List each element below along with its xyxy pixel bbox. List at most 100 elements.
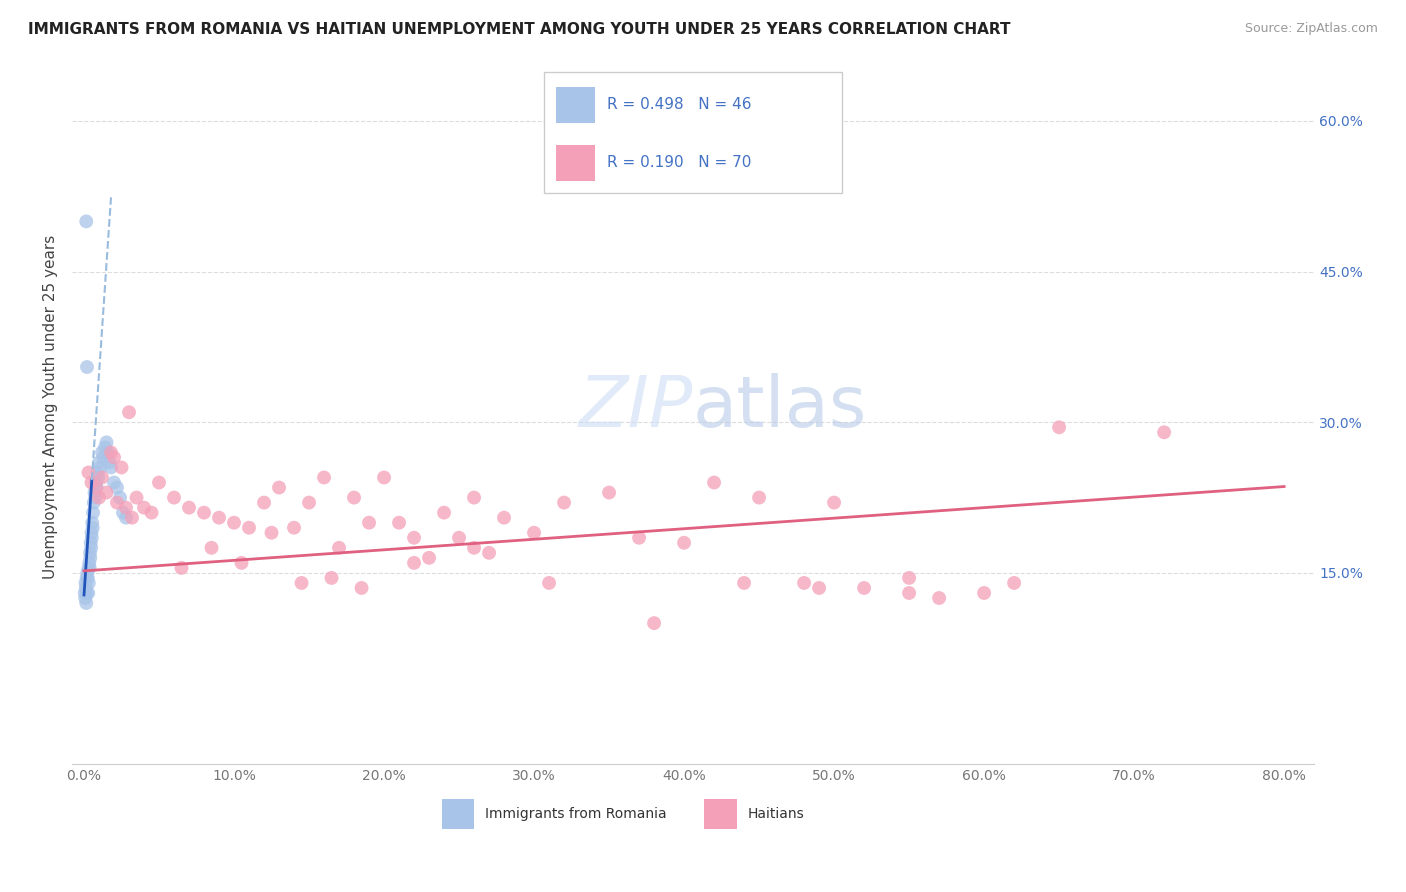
Point: [283, 521, 305, 535]
Point: [238, 521, 260, 535]
Y-axis label: Unemployment Among Youth under 25 years: Unemployment Among Youth under 25 years: [44, 235, 58, 579]
Point: [433, 506, 456, 520]
Text: Source: ZipAtlas.com: Source: ZipAtlas.com: [1244, 22, 1378, 36]
Point: [100, 460, 122, 475]
Point: [1002, 576, 1025, 591]
Point: [98, 455, 121, 469]
Point: [87, 491, 110, 505]
Point: [83, 495, 105, 509]
Point: [96, 435, 118, 450]
Point: [973, 586, 995, 600]
Point: [402, 556, 425, 570]
Point: [350, 581, 373, 595]
Point: [100, 445, 122, 459]
Point: [853, 581, 876, 595]
Point: [80, 531, 103, 545]
Point: [793, 576, 815, 591]
Point: [463, 541, 485, 555]
Point: [321, 571, 343, 585]
Point: [823, 495, 845, 509]
Point: [77, 586, 100, 600]
Point: [115, 500, 138, 515]
Point: [898, 586, 921, 600]
Point: [73, 586, 96, 600]
Point: [82, 516, 104, 530]
Point: [75, 214, 97, 228]
Point: [75, 576, 97, 591]
Point: [928, 591, 950, 605]
Point: [132, 500, 155, 515]
Point: [96, 485, 118, 500]
Point: [388, 516, 411, 530]
Point: [111, 506, 134, 520]
Point: [538, 576, 561, 591]
Point: [208, 510, 231, 524]
Point: [75, 596, 97, 610]
Point: [94, 441, 117, 455]
Point: [418, 550, 440, 565]
Point: [343, 491, 366, 505]
Point: [463, 491, 485, 505]
Point: [79, 546, 101, 560]
Point: [89, 460, 111, 475]
Point: [267, 481, 290, 495]
Point: [108, 491, 131, 505]
Point: [703, 475, 725, 490]
Point: [105, 481, 128, 495]
Point: [93, 450, 115, 465]
Point: [177, 500, 200, 515]
Point: [76, 571, 98, 585]
Point: [80, 535, 103, 549]
Point: [77, 556, 100, 570]
Point: [290, 576, 312, 591]
Point: [898, 571, 921, 585]
Point: [84, 491, 107, 505]
Point: [808, 581, 831, 595]
Point: [75, 591, 97, 605]
Point: [260, 525, 283, 540]
Point: [598, 485, 620, 500]
Point: [163, 491, 186, 505]
Point: [86, 466, 108, 480]
Point: [103, 475, 125, 490]
Point: [76, 566, 98, 580]
Point: [97, 445, 120, 459]
Point: [77, 561, 100, 575]
Point: [115, 510, 138, 524]
Point: [523, 525, 546, 540]
Point: [80, 525, 103, 540]
Point: [357, 516, 380, 530]
Point: [312, 470, 335, 484]
Point: [76, 359, 98, 374]
Point: [75, 581, 97, 595]
Point: [79, 561, 101, 575]
Point: [733, 576, 755, 591]
Point: [77, 466, 100, 480]
Point: [105, 495, 128, 509]
Point: [148, 475, 170, 490]
Point: [553, 495, 575, 509]
Point: [82, 521, 104, 535]
Point: [121, 510, 143, 524]
Point: [643, 616, 665, 631]
Point: [86, 481, 108, 495]
Point: [298, 495, 321, 509]
Point: [82, 506, 104, 520]
Point: [494, 510, 516, 524]
Point: [87, 470, 110, 484]
Point: [80, 541, 103, 555]
Point: [478, 546, 501, 560]
Point: [231, 556, 253, 570]
Point: [447, 531, 470, 545]
Point: [84, 481, 107, 495]
Point: [91, 470, 114, 484]
Text: IMMIGRANTS FROM ROMANIA VS HAITIAN UNEMPLOYMENT AMONG YOUTH UNDER 25 YEARS CORRE: IMMIGRANTS FROM ROMANIA VS HAITIAN UNEMP…: [28, 22, 1011, 37]
Point: [373, 470, 395, 484]
Point: [77, 576, 100, 591]
Point: [76, 571, 98, 585]
Point: [193, 506, 215, 520]
Point: [84, 475, 107, 490]
Point: [673, 535, 696, 549]
Point: [748, 491, 770, 505]
Point: [222, 516, 245, 530]
